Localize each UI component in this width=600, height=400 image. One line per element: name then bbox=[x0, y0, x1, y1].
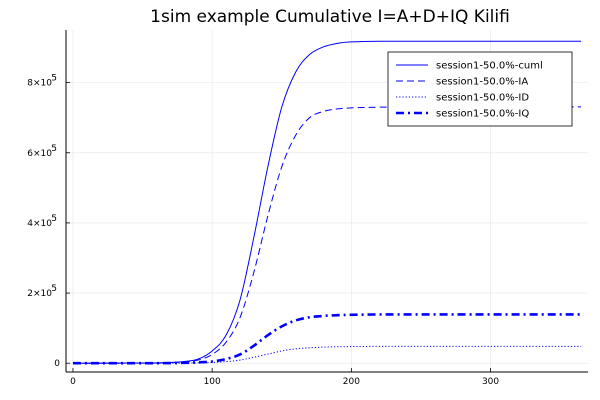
y-tick-label: 8×10 bbox=[27, 79, 52, 89]
chart-title: 1sim example Cumulative I=A+D+IQ Kilifi bbox=[150, 7, 510, 27]
y-tick-label: 0 bbox=[54, 359, 60, 369]
series-line-session1-50.0%-IQ bbox=[73, 314, 581, 363]
legend-label: session1-50.0%-ID bbox=[436, 93, 529, 104]
x-tick-label: 200 bbox=[343, 377, 360, 387]
y-tick-exponent: 5 bbox=[51, 214, 57, 224]
x-tick-label: 0 bbox=[70, 377, 76, 387]
y-tick-exponent: 5 bbox=[51, 144, 57, 154]
y-tick-label: 6×10 bbox=[27, 149, 52, 159]
legend-label: session1-50.0%-IA bbox=[436, 77, 528, 88]
y-tick-label: 2×10 bbox=[27, 289, 52, 299]
y-tick-label: 4×10 bbox=[27, 219, 52, 229]
series-line-session1-50.0%-ID bbox=[73, 346, 581, 363]
x-tick-label: 300 bbox=[482, 377, 499, 387]
legend: session1-50.0%-cuml session1-50.0%-IA sess… bbox=[388, 52, 572, 126]
legend-label: session1-50.0%-cuml bbox=[436, 61, 543, 72]
legend-label: session1-50.0%-IQ bbox=[436, 109, 529, 120]
series-line-session1-50.0%-IA bbox=[73, 107, 581, 363]
x-tick-label: 100 bbox=[204, 377, 221, 387]
y-tick-exponent: 5 bbox=[51, 284, 57, 294]
y-tick-exponent: 5 bbox=[51, 74, 57, 84]
